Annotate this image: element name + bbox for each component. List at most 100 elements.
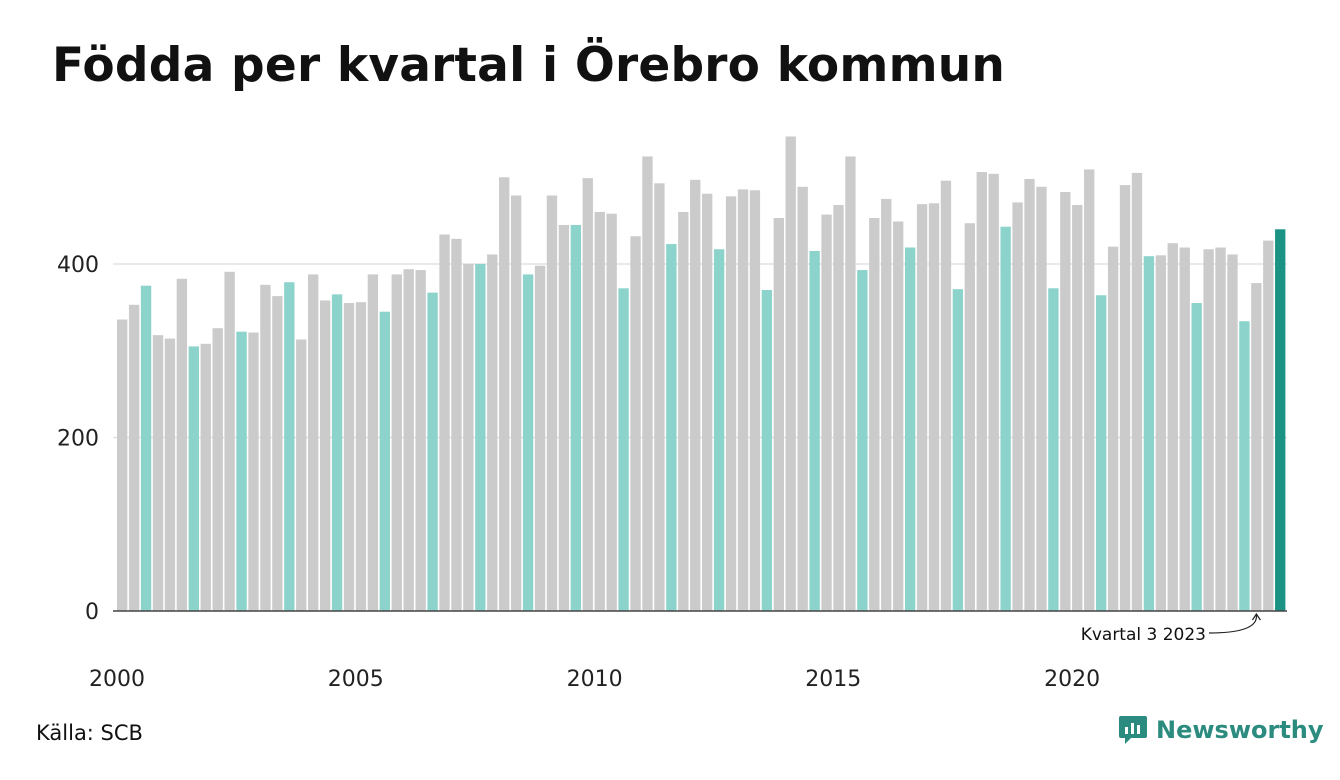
bar: [654, 183, 665, 611]
bar: [797, 186, 808, 612]
bar: [367, 274, 379, 611]
bar: [1084, 169, 1095, 611]
bar: [1060, 192, 1071, 611]
bar: [904, 247, 916, 611]
bar: [415, 270, 426, 611]
bar: [558, 224, 570, 611]
bar: [618, 288, 629, 611]
bar: [1000, 226, 1011, 611]
source-note: Källa: SCB: [36, 721, 143, 745]
bar: [1191, 303, 1202, 611]
bar: [212, 328, 223, 611]
bar: [296, 339, 307, 611]
bar: [964, 223, 975, 612]
bar: [403, 269, 414, 611]
bar: [379, 311, 390, 611]
bar: [1048, 288, 1059, 611]
bar: [785, 136, 796, 612]
bar: [1024, 178, 1035, 612]
bar: [1012, 202, 1023, 611]
bar: [224, 271, 235, 611]
bar-chart: 0 200 400 2000 2005 2010 2015 2020 Kvartal 3 20…: [57, 136, 1287, 692]
bar: [1179, 247, 1190, 611]
y-tick-label: 200: [57, 427, 99, 452]
x-tick-label: 2005: [328, 667, 384, 692]
bar: [522, 274, 534, 611]
bar: [1215, 247, 1226, 611]
bar: [630, 236, 641, 612]
newsworthy-logo-icon: [1119, 716, 1147, 744]
bar: [594, 211, 605, 611]
bar: [272, 296, 283, 611]
bar: [1072, 205, 1083, 611]
brand-name: Newsworthy: [1156, 716, 1324, 744]
bar: [845, 156, 856, 611]
bar: [451, 238, 462, 611]
bar: [1251, 283, 1262, 611]
x-tick-label: 2000: [89, 667, 145, 692]
bar: [1275, 229, 1286, 612]
bar: [952, 289, 964, 611]
x-tick-label: 2010: [567, 667, 623, 692]
bar: [833, 205, 844, 611]
bar: [463, 264, 474, 611]
bar: [1167, 243, 1178, 611]
y-tick-label: 0: [85, 600, 99, 625]
bar: [176, 278, 188, 611]
bar: [284, 282, 295, 611]
bar: [1119, 185, 1131, 611]
bar: [1203, 249, 1214, 611]
bar: [140, 285, 152, 611]
bar: [1239, 321, 1250, 611]
x-tick-label: 2020: [1044, 667, 1100, 692]
bar: [893, 221, 904, 612]
annotation: Kvartal 3 2023: [1081, 612, 1261, 645]
bar: [1143, 256, 1155, 611]
bar: [737, 189, 749, 611]
bar: [678, 211, 689, 611]
bar: [343, 303, 355, 611]
bar: [749, 190, 761, 611]
bars: [117, 136, 1286, 612]
bar: [355, 302, 367, 611]
annotation-arrow: [1208, 614, 1258, 634]
bar: [1131, 172, 1143, 611]
bar: [260, 284, 271, 611]
bar: [928, 203, 940, 611]
bar: [128, 304, 140, 611]
annotation-label: Kvartal 3 2023: [1081, 625, 1206, 645]
bar: [940, 180, 952, 611]
bar: [1263, 240, 1274, 611]
bar: [200, 343, 211, 611]
bar: [248, 332, 259, 611]
bar: [1227, 254, 1238, 611]
y-tick-label: 400: [57, 253, 99, 278]
bar: [117, 319, 128, 611]
annotation-arrowhead: [1251, 612, 1261, 621]
bar: [809, 250, 820, 612]
bar: [331, 294, 343, 611]
bar: [534, 265, 546, 611]
bar: [869, 218, 880, 611]
bar: [725, 196, 737, 611]
bar: [391, 274, 402, 611]
bar: [487, 254, 498, 611]
bar: [164, 338, 176, 611]
bar: [988, 173, 999, 611]
bar: [546, 195, 558, 611]
bar: [1036, 186, 1047, 612]
bar: [713, 249, 725, 611]
bar: [916, 204, 928, 611]
bar: [881, 198, 892, 611]
bar: [857, 270, 868, 611]
bar: [821, 214, 832, 612]
bar: [642, 156, 653, 611]
bar: [510, 195, 522, 611]
bar: [188, 346, 199, 611]
bar: [1107, 246, 1119, 611]
bar: [702, 193, 713, 612]
chart-title: Födda per kvartal i Örebro kommun: [52, 38, 1006, 93]
bar: [606, 213, 617, 611]
x-tick-label: 2015: [805, 667, 861, 692]
bar: [773, 218, 784, 611]
